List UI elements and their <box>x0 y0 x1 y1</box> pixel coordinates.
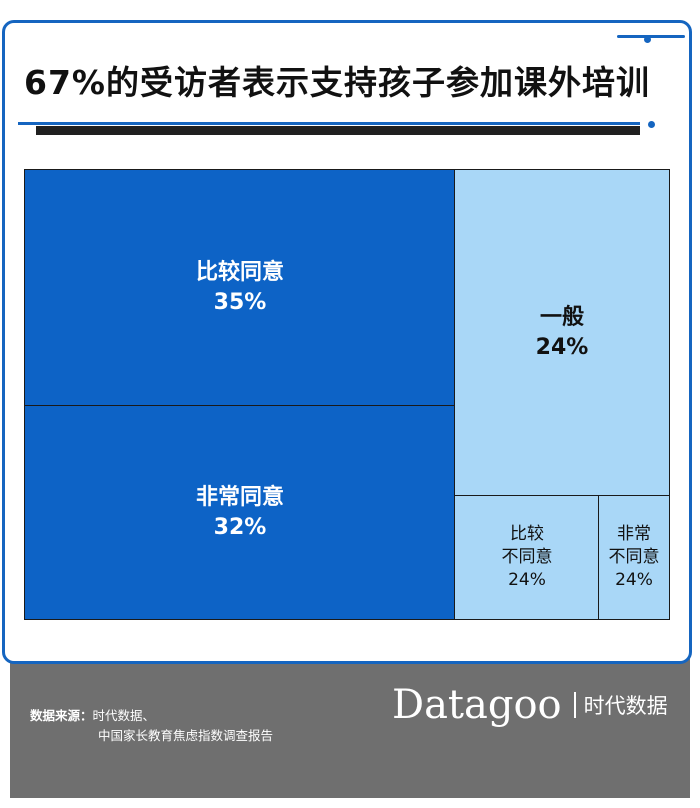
source-line-1: 数据来源：时代数据、 <box>30 706 273 726</box>
treemap-cell-neutral: 一般 24% <box>454 169 670 497</box>
cell-label-line1: 非常 <box>617 524 651 544</box>
corner-decoration-line <box>617 35 685 38</box>
treemap-cell-strongly-agree: 非常同意 32% <box>24 405 456 620</box>
title-rule-dot <box>648 121 655 128</box>
cell-label: 一般 <box>539 305 584 330</box>
cell-value: 35% <box>213 290 267 315</box>
source-text-1: 时代数据、 <box>92 708 156 723</box>
brand-logo: Datagoo 时代数据 <box>392 682 668 728</box>
cell-value: 32% <box>213 514 267 540</box>
footer-band <box>10 640 690 798</box>
corner-decoration-dot <box>644 36 651 43</box>
cell-label-line2: 不同意 <box>608 547 660 567</box>
logo-wordmark: Datagoo <box>392 682 562 728</box>
treemap-cell-strongly-disagree: 非常 不同意 24% <box>598 495 670 620</box>
source-line-2: 中国家长教育焦虑指数调查报告 <box>30 726 273 746</box>
chart-title: 67%的受访者表示支持孩子参加课外培训 <box>24 63 650 102</box>
treemap-chart: 比较同意 35% 非常同意 32% 一般 24% 比较 不同意 24% 非常 不… <box>24 169 670 620</box>
cell-label-line1: 比较 <box>510 524 544 544</box>
source-label: 数据来源： <box>30 708 93 723</box>
logo-divider <box>573 692 576 718</box>
cell-label-line2: 不同意 <box>501 547 553 567</box>
title-rule-dark <box>36 126 640 135</box>
treemap-cell-somewhat-agree: 比较同意 35% <box>24 169 456 407</box>
cell-value: 24% <box>615 570 653 590</box>
treemap-cell-somewhat-disagree: 比较 不同意 24% <box>454 495 600 620</box>
cell-value: 24% <box>508 570 546 590</box>
cell-label: 比较同意 <box>195 260 284 285</box>
cell-label: 非常同意 <box>195 484 284 510</box>
title-rule-blue <box>18 122 640 125</box>
logo-chinese: 时代数据 <box>583 694 668 718</box>
cell-value: 24% <box>535 335 589 360</box>
source-text-2: 中国家长教育焦虑指数调查报告 <box>98 728 274 743</box>
data-source: 数据来源：时代数据、 中国家长教育焦虑指数调查报告 <box>30 706 273 746</box>
